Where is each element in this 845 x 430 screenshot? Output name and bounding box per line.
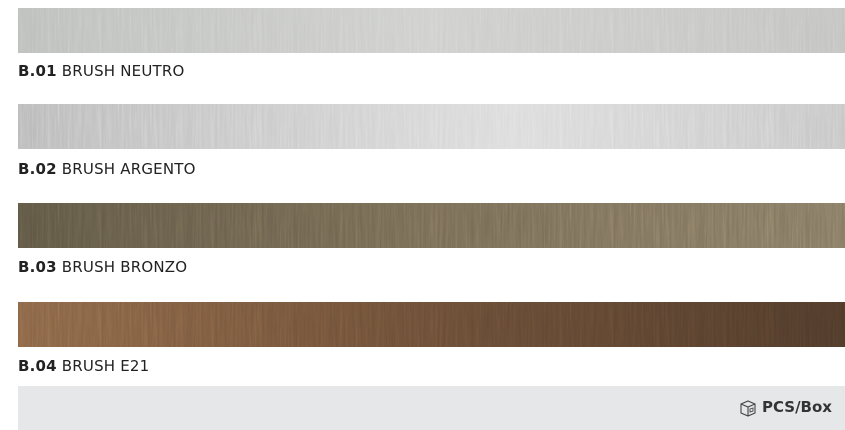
page: B.01 BRUSH NEUTRO B.02 BRUSH ARGENTO B.0… [0, 0, 845, 430]
item-label: B.02 BRUSH ARGENTO [18, 160, 196, 178]
item-label: B.04 BRUSH E21 [18, 357, 149, 375]
item-name: BRUSH E21 [62, 357, 150, 375]
item-name: BRUSH ARGENTO [62, 160, 196, 178]
item-name: BRUSH BRONZO [62, 258, 187, 276]
item-label: B.01 BRUSH NEUTRO [18, 62, 185, 80]
item-name: BRUSH NEUTRO [62, 62, 185, 80]
item-code: B.03 [18, 258, 57, 276]
item-code: B.04 [18, 357, 57, 375]
item-code: B.02 [18, 160, 57, 178]
box-icon [738, 398, 758, 418]
swatch [18, 302, 845, 347]
item-code: B.01 [18, 62, 57, 80]
item-label: B.03 BRUSH BRONZO [18, 258, 187, 276]
footer-label: PCS/Box [762, 398, 832, 416]
footer-bar: PCS/Box [18, 386, 845, 430]
swatch [18, 104, 845, 149]
swatch [18, 203, 845, 248]
swatch [18, 8, 845, 53]
